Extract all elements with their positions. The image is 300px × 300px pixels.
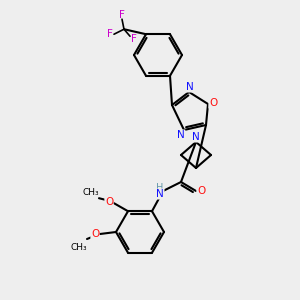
Text: F: F (107, 29, 113, 39)
Text: H: H (156, 183, 164, 193)
Text: N: N (177, 130, 185, 140)
Text: O: O (209, 98, 217, 108)
Text: N: N (156, 189, 164, 199)
Text: N: N (186, 82, 194, 92)
Text: F: F (119, 10, 125, 20)
Text: CH₃: CH₃ (83, 188, 99, 197)
Text: CH₃: CH₃ (71, 244, 87, 253)
Text: N: N (192, 132, 200, 142)
Text: O: O (91, 229, 99, 239)
Text: O: O (197, 186, 205, 196)
Text: O: O (105, 197, 113, 207)
Text: F: F (131, 34, 137, 44)
